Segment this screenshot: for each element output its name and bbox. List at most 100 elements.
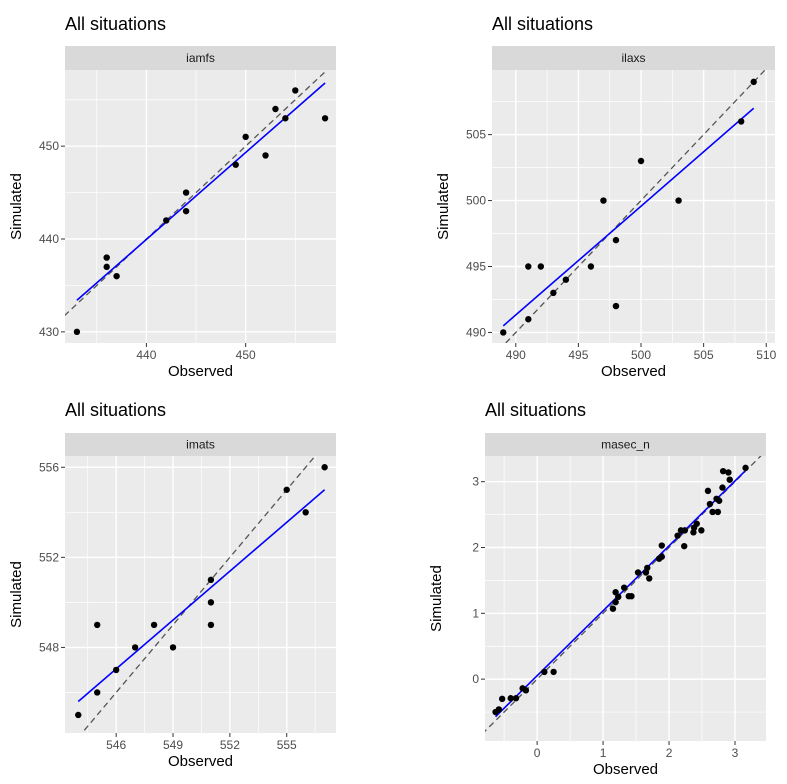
x-tick-label: 1 (600, 746, 607, 760)
data-point (103, 263, 110, 271)
regression-line (77, 489, 326, 703)
data-point (587, 263, 595, 270)
data-point (674, 532, 681, 539)
data-point (525, 316, 532, 323)
x-axis-label: Observed (168, 363, 233, 380)
y-tick-label: 552 (39, 550, 59, 564)
panel-title: All situations (492, 14, 593, 34)
x-tick-label: 546 (106, 738, 126, 752)
data-point (742, 464, 749, 472)
data-point (681, 542, 688, 550)
data-point (646, 575, 653, 582)
panel-title: All situations (65, 400, 166, 420)
y-tick-label: 450 (39, 139, 59, 153)
data-point (658, 553, 665, 560)
identity-line (65, 70, 329, 317)
data-point (737, 118, 745, 125)
facet-strip (65, 46, 336, 70)
data-point (522, 687, 530, 694)
data-point (242, 133, 249, 141)
data-point (550, 289, 557, 297)
plot-background (492, 70, 775, 343)
data-point (715, 497, 723, 504)
data-point (719, 484, 726, 491)
facet-strip (485, 433, 766, 456)
data-point (550, 668, 557, 676)
data-point (537, 263, 545, 270)
data-point (609, 605, 617, 612)
data-point (182, 189, 190, 196)
plot-background (485, 456, 766, 741)
data-point (750, 78, 757, 86)
data-point (207, 599, 215, 606)
data-point (321, 464, 328, 471)
data-point (498, 695, 506, 703)
panel-ilaxs: All situations ilaxs 490 495 500 505 510 490 495… (435, 14, 777, 380)
y-tick-label: 490 (466, 325, 486, 339)
data-point (500, 329, 507, 336)
data-point (620, 584, 628, 591)
regression-line (502, 107, 755, 327)
facet-label: masec_n (601, 438, 650, 452)
data-point (182, 207, 190, 215)
y-axis-label: Simulated (8, 561, 25, 628)
y-tick-label: 0 (472, 672, 479, 686)
data-point (94, 689, 101, 696)
data-point (615, 593, 622, 601)
data-point (698, 527, 705, 534)
plot-background (65, 456, 336, 733)
data-point (562, 276, 570, 283)
x-axis-label: Observed (168, 753, 233, 770)
panel-imats: All situations imats 546 549 552 555 548 552 556… (8, 400, 336, 770)
y-tick-label: 556 (39, 460, 59, 474)
data-point (600, 197, 607, 204)
data-point (103, 254, 110, 261)
x-tick-label: 552 (220, 738, 240, 752)
data-point (283, 486, 290, 493)
data-point (612, 236, 620, 244)
panel-masec_n: All situations masec_n 0 1 2 3 0 1 2 3 Observed Sim… (428, 400, 766, 778)
data-point (131, 644, 139, 651)
data-point (495, 706, 503, 713)
data-point (644, 564, 651, 572)
y-axis-label: Simulated (8, 173, 25, 240)
data-point (628, 592, 635, 600)
x-axis-label: Observed (601, 363, 666, 380)
facet-strip (65, 433, 336, 456)
y-tick-label: 2 (472, 540, 479, 554)
y-tick-label: 3 (472, 475, 479, 489)
data-point (525, 263, 532, 270)
plot-background (65, 70, 336, 343)
x-tick-label: 510 (756, 348, 776, 362)
data-point (709, 508, 716, 516)
x-tick-label: 549 (163, 738, 183, 752)
data-point (207, 621, 215, 629)
data-point (612, 598, 619, 606)
facet-label: imats (186, 438, 215, 452)
data-point (112, 666, 120, 674)
data-point (207, 576, 215, 584)
data-point (706, 500, 714, 508)
data-point (163, 217, 170, 224)
data-point (73, 328, 81, 336)
data-point (637, 157, 645, 165)
facet-label: ilaxs (621, 51, 645, 65)
y-tick-label: 505 (466, 128, 486, 142)
data-point (94, 621, 101, 629)
data-point (232, 161, 239, 168)
data-point (714, 508, 722, 516)
data-point (150, 621, 158, 629)
data-point (704, 487, 712, 495)
data-point (725, 469, 732, 476)
y-axis-label: Simulated (435, 173, 452, 240)
panel-title: All situations (485, 400, 586, 420)
data-point (75, 711, 82, 719)
x-tick-label: 500 (631, 348, 651, 362)
x-tick-label: 450 (236, 348, 256, 362)
identity-line (504, 70, 766, 343)
x-tick-label: 3 (732, 746, 739, 760)
data-point (541, 668, 548, 676)
facet-strip (492, 46, 775, 70)
